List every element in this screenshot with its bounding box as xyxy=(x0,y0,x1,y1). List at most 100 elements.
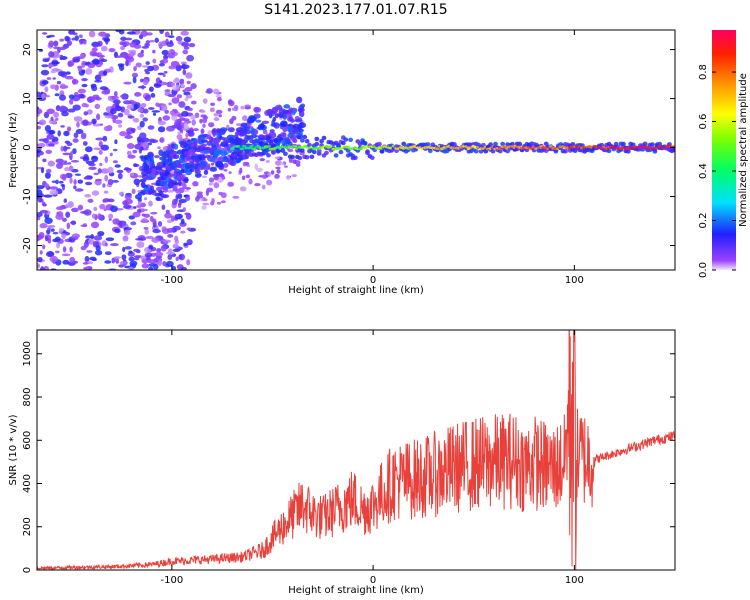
spectrogram-cell xyxy=(183,91,191,96)
spectrogram-frame xyxy=(36,29,676,271)
spectrogram-xlabel: Height of straight line (km) xyxy=(288,285,424,296)
spectrogram-cell xyxy=(60,145,64,152)
spectrogram-cell xyxy=(276,104,282,111)
spectrogram-cell xyxy=(100,45,108,52)
spectrogram-cell xyxy=(118,191,124,196)
spectrogram-cell xyxy=(275,149,281,154)
spectrogram-blobs xyxy=(37,30,675,270)
spectrogram-cell xyxy=(47,143,55,147)
y-tick-label: 20 xyxy=(22,43,33,56)
spectrogram-cell xyxy=(240,105,245,110)
spectrogram-cell xyxy=(232,195,240,199)
spectrogram-cell xyxy=(143,197,148,201)
spectrogram-cell xyxy=(152,218,157,225)
spectrogram-cell xyxy=(113,99,121,105)
spectrogram-cell xyxy=(91,118,97,125)
spectrogram-cell xyxy=(166,81,174,88)
spectrogram-cell xyxy=(108,218,112,221)
spectrogram-cell xyxy=(517,142,522,147)
spectrogram-cell xyxy=(222,157,230,163)
spectrogram-cell xyxy=(652,149,658,154)
spectrogram-cell xyxy=(37,142,46,148)
spectrogram-cell xyxy=(60,125,65,128)
spectrogram-cell xyxy=(62,246,67,253)
spectrogram-cell xyxy=(180,30,190,36)
spectrogram-cell xyxy=(379,149,385,154)
spectrogram-cell xyxy=(142,117,149,122)
spectrogram-cell xyxy=(220,143,226,147)
spectrogram-cell xyxy=(231,115,237,121)
spectrogram-cell xyxy=(81,69,86,74)
spectrogram-cell xyxy=(94,79,103,83)
spectrogram-cell xyxy=(99,123,103,126)
spectrogram-cell xyxy=(55,117,59,121)
spectrogram-cell xyxy=(630,142,636,147)
spectrogram-cell xyxy=(153,84,162,87)
spectrogram-cell xyxy=(95,52,103,58)
spectrogram-cell xyxy=(261,120,270,124)
spectrogram-cell xyxy=(282,110,288,115)
spectrogram-cell xyxy=(257,134,265,141)
spectrogram-cell xyxy=(179,129,184,133)
spectrogram-cell xyxy=(198,135,206,140)
spectrogram-cell xyxy=(285,175,291,181)
spectrogram-cell xyxy=(239,186,247,192)
spectrogram-cell xyxy=(50,228,55,232)
spectrogram-cell xyxy=(95,137,104,141)
spectrogram-cell xyxy=(126,150,132,156)
spectrogram-cell xyxy=(452,142,457,147)
spectrogram-cell xyxy=(254,183,261,187)
spectrogram-cell xyxy=(144,94,152,102)
spectrogram-cell xyxy=(164,31,170,38)
spectrogram-cell xyxy=(104,251,112,256)
spectrogram-cell xyxy=(164,212,173,219)
spectrogram-cell xyxy=(265,160,270,163)
spectrogram-cell xyxy=(671,148,675,153)
spectrogram-cell xyxy=(211,197,215,204)
spectrogram-cell xyxy=(362,141,368,146)
spectrogram-cell xyxy=(111,95,119,100)
spectrogram-cell xyxy=(118,220,127,226)
spectrogram-cell xyxy=(39,198,44,203)
spectrogram-cell xyxy=(197,165,202,170)
spectrogram-cell xyxy=(119,131,128,137)
spectrogram-cell xyxy=(118,264,125,268)
spectrogram-cell xyxy=(60,71,68,78)
spectrogram-cell xyxy=(109,243,119,247)
spectrogram-cell xyxy=(137,108,144,113)
spectrogram-cell xyxy=(104,156,109,163)
spectrogram-cell xyxy=(145,40,151,44)
spectrogram-cell xyxy=(52,50,59,57)
spectrogram-cell xyxy=(145,235,154,240)
spectrogram-cell xyxy=(185,186,191,190)
spectrogram-cell xyxy=(212,130,217,137)
spectrogram-cell xyxy=(72,58,80,63)
spectrogram-cell xyxy=(65,211,71,218)
spectrogram-cell xyxy=(184,176,189,184)
spectrogram-cell xyxy=(67,162,72,165)
spectrogram-cell xyxy=(207,130,213,135)
spectrogram-cell xyxy=(178,101,186,108)
spectrogram-cell xyxy=(167,144,172,151)
spectrogram-cell xyxy=(227,181,235,187)
spectrogram-cell xyxy=(61,217,68,222)
spectrogram-cell xyxy=(46,108,55,115)
x-tick-label: 0 xyxy=(370,575,376,586)
spectrogram-cell xyxy=(123,56,133,60)
spectrogram-cell xyxy=(74,35,79,41)
spectrogram-cell xyxy=(311,149,317,155)
spectrogram-cell xyxy=(199,118,203,124)
spectrogram-cell xyxy=(179,117,185,121)
spectrogram-cell xyxy=(216,128,221,133)
spectrogram-cell xyxy=(292,138,298,143)
spectrogram-cell xyxy=(85,68,93,75)
spectrogram-cell xyxy=(158,41,164,49)
spectrogram-cell xyxy=(61,253,71,257)
spectrogram-cell xyxy=(212,88,220,95)
spectrogram-cell xyxy=(210,102,215,106)
spectrogram-cell xyxy=(297,155,303,161)
spectrogram-cell xyxy=(41,64,49,68)
spectrogram-cell xyxy=(85,265,93,270)
spectrogram-cell xyxy=(137,197,142,203)
